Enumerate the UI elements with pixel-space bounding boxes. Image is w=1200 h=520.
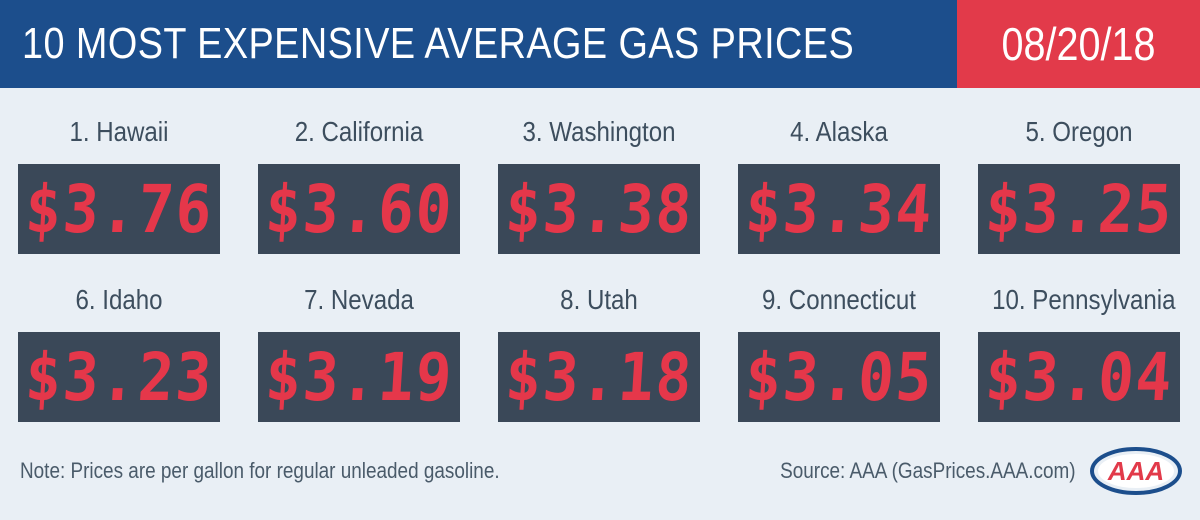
state-label: 8. Utah bbox=[560, 284, 638, 315]
state-card: 9. Connecticut $3.05 bbox=[720, 280, 940, 422]
price-value: $3.04 bbox=[982, 338, 1176, 416]
price-value: $3.19 bbox=[262, 338, 456, 416]
logo-text: AAA bbox=[1107, 456, 1164, 486]
state-label: 5. Oregon bbox=[1025, 116, 1133, 147]
price-display: $3.19 bbox=[258, 332, 460, 422]
state-card: 8. Utah $3.18 bbox=[480, 280, 700, 422]
price-value: $3.18 bbox=[502, 338, 696, 416]
price-value: $3.23 bbox=[22, 338, 216, 416]
price-value: $3.76 bbox=[22, 170, 216, 248]
price-display: $3.18 bbox=[498, 332, 700, 422]
state-label: 10. Pennsylvania bbox=[992, 284, 1176, 315]
state-card: 6. Idaho $3.23 bbox=[0, 280, 220, 422]
state-label: 2. California bbox=[294, 116, 424, 147]
footer-note: Note: Prices are per gallon for regular … bbox=[20, 458, 500, 483]
price-display: $3.60 bbox=[258, 164, 460, 254]
state-label: 7. Nevada bbox=[304, 284, 414, 315]
aaa-logo-icon: AAA bbox=[1090, 447, 1182, 495]
state-card: 2. California $3.60 bbox=[240, 112, 460, 254]
price-value: $3.60 bbox=[262, 170, 456, 248]
date-box: 08/20/18 bbox=[957, 0, 1200, 88]
state-label: 9. Connecticut bbox=[762, 284, 916, 315]
state-card: 10. Pennsylvania $3.04 bbox=[960, 280, 1180, 422]
price-value: $3.05 bbox=[742, 338, 936, 416]
state-label: 1. Hawaii bbox=[69, 116, 169, 147]
price-display: $3.25 bbox=[978, 164, 1180, 254]
state-card: 3. Washington $3.38 bbox=[480, 112, 700, 254]
page-title: 10 MOST EXPENSIVE AVERAGE GAS PRICES bbox=[22, 19, 855, 68]
state-label: 3. Washington bbox=[522, 116, 676, 147]
price-value: $3.38 bbox=[502, 170, 696, 248]
price-value: $3.25 bbox=[982, 170, 1176, 248]
state-card: 7. Nevada $3.19 bbox=[240, 280, 460, 422]
title-bar: 10 MOST EXPENSIVE AVERAGE GAS PRICES bbox=[0, 0, 957, 88]
price-display: $3.05 bbox=[738, 332, 940, 422]
state-card: 5. Oregon $3.25 bbox=[960, 112, 1180, 254]
price-display: $3.38 bbox=[498, 164, 700, 254]
state-label: 4. Alaska bbox=[790, 116, 888, 147]
price-display: $3.76 bbox=[18, 164, 220, 254]
header: 10 MOST EXPENSIVE AVERAGE GAS PRICES 08/… bbox=[0, 0, 1200, 88]
footer-source: Source: AAA (GasPrices.AAA.com) bbox=[780, 458, 1076, 483]
state-card: 1. Hawaii $3.76 bbox=[0, 112, 220, 254]
state-label: 6. Idaho bbox=[75, 284, 163, 315]
price-value: $3.34 bbox=[742, 170, 936, 248]
state-card: 4. Alaska $3.34 bbox=[720, 112, 940, 254]
price-display: $3.34 bbox=[738, 164, 940, 254]
price-display: $3.23 bbox=[18, 332, 220, 422]
date-label: 08/20/18 bbox=[1001, 18, 1156, 70]
price-display: $3.04 bbox=[978, 332, 1180, 422]
